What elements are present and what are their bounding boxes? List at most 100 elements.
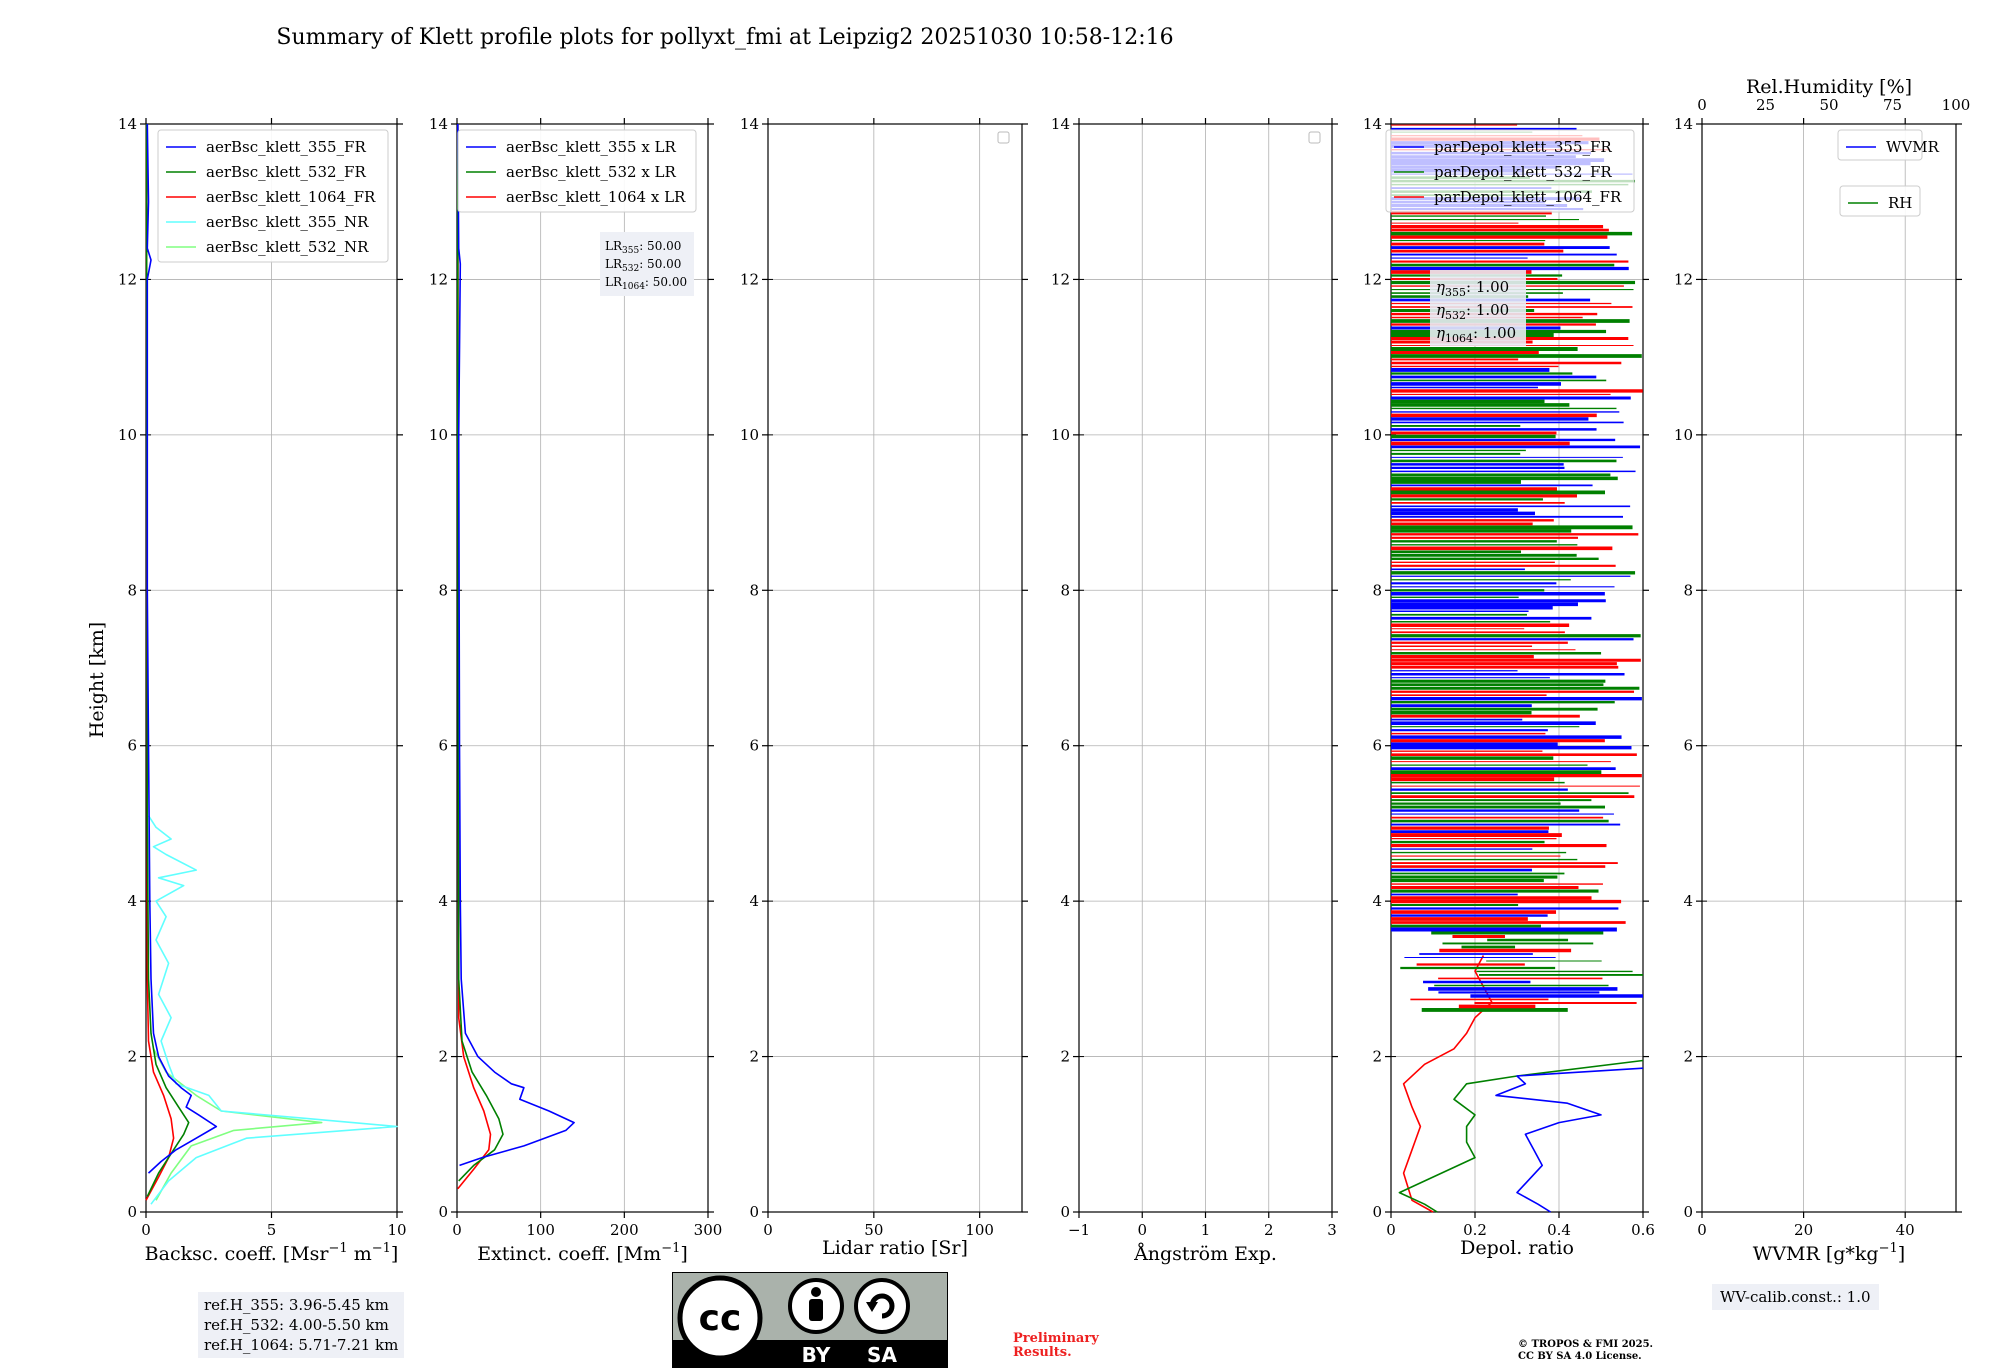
series-aerBsc_klett_1064 x LR (456, 123, 492, 1190)
y-tick-label: 6 (1683, 737, 1693, 755)
lr-info-row: LR1064: 50.00 (605, 275, 687, 292)
x-tick-label: 0.4 (1547, 1221, 1571, 1239)
depol-noise-lines (1391, 124, 1643, 1012)
y-tick-label: 2 (749, 1048, 759, 1066)
y-tick-label: 0 (749, 1203, 759, 1221)
reference-heights-box: ref.H_355: 3.96-5.45 km ref.H_532: 4.00-… (198, 1292, 405, 1358)
legend-label: aerBsc_klett_532_NR (206, 238, 369, 256)
x-tick-label: 20 (1794, 1221, 1813, 1239)
y-tick-label: 4 (438, 892, 448, 910)
copyright-note: © TROPOS & FMI 2025. CC BY SA 4.0 Licens… (1518, 1339, 1653, 1363)
series-aerBsc_klett_532_NR (152, 1048, 323, 1201)
wv-calib-box: WV-calib.const.: 1.0 (1712, 1284, 1879, 1310)
ref-height-532: ref.H_532: 4.00-5.50 km (204, 1316, 389, 1334)
x-tick-label: 0 (452, 1221, 462, 1239)
legend-label: aerBsc_klett_1064_FR (206, 188, 376, 206)
y-tick-label: 8 (1683, 581, 1693, 599)
series-layer (145, 123, 1644, 1213)
lr-info-row: LR355: 50.00 (605, 239, 681, 256)
by-person-body (809, 1299, 823, 1321)
x-tick-label: 0 (1697, 1221, 1707, 1239)
legend-label: WVMR (1886, 138, 1940, 156)
y-tick-label: 8 (749, 581, 759, 599)
x-tick-label: 1 (1201, 1221, 1211, 1239)
lr-info-bg (600, 232, 694, 296)
copyright-line-2: CC BY SA 4.0 License. (1518, 1351, 1642, 1362)
y-tick-label: 8 (1060, 581, 1070, 599)
x-tick-label: 5 (267, 1221, 277, 1239)
x-tick-label: 10 (387, 1221, 406, 1239)
y-tick-label: 2 (438, 1048, 448, 1066)
series-aerBsc_klett_355_FR (146, 123, 218, 1174)
x-tick-label: 2 (1264, 1221, 1274, 1239)
copyright-line-1: © TROPOS & FMI 2025. (1518, 1339, 1654, 1350)
depol-xlabel: Depol. ratio (1460, 1237, 1574, 1259)
rh-top-tick-label: 75 (1883, 96, 1902, 114)
y-tick-label: 14 (1051, 115, 1070, 133)
legend-depol: parDepol_klett_355_FR parDepol_klett_532_… (1385, 129, 1635, 213)
panel-frame (1701, 123, 1957, 1213)
y-tick-label: 10 (1051, 426, 1070, 444)
x-tick-label: 40 (1896, 1221, 1915, 1239)
legend-label: aerBsc_klett_1064 x LR (506, 188, 686, 206)
y-axis-label: Height [km] (86, 622, 108, 738)
y-tick-label: 10 (740, 426, 759, 444)
y-tick-label: 0 (127, 1203, 137, 1221)
legend-rh: RH (1839, 185, 1921, 217)
lr-xlabel: Lidar ratio [Sr] (822, 1237, 968, 1259)
rh-top-tick-label: 25 (1756, 96, 1775, 114)
wv-xlabel: WVMR [g*kg−1] (1753, 1241, 1905, 1265)
ext-xlabel: Extinct. coeff. [Mm−1] (477, 1241, 688, 1265)
legend-extinction: aerBsc_klett_355 x LR aerBsc_klett_532 x … (457, 129, 697, 213)
figure-title: Summary of Klett profile plots for polly… (276, 25, 1173, 50)
series-parDepol_klett_1064_FR (1402, 955, 1493, 1213)
legend-rh-frame (1839, 185, 1921, 217)
panel-backscatter: 0 2 4 6 8 10 12 14 0 5 10 (118, 115, 407, 1239)
panel-lidar_ratio: 0 2 4 6 8 10 12 14 0 50 100 (740, 115, 1028, 1239)
y-tick-label: 8 (438, 581, 448, 599)
ang-empty-legend (1308, 131, 1321, 144)
panel-frame (456, 123, 709, 1213)
series-parDepol_klett_532_FR (1398, 1059, 1644, 1213)
x-tick-label: 0 (1137, 1221, 1147, 1239)
x-tick-label: 0 (763, 1221, 773, 1239)
legend-wvmr: WVMR (1837, 129, 1940, 161)
legend-label: parDepol_klett_355_FR (1434, 138, 1612, 156)
y-tick-label: 12 (1674, 270, 1693, 288)
x-tick-label: 50 (864, 1221, 883, 1239)
y-tick-label: 2 (127, 1048, 137, 1066)
y-tick-label: 2 (1060, 1048, 1070, 1066)
legend-extinction-frame (457, 129, 697, 213)
legend-label: aerBsc_klett_532_FR (206, 163, 366, 181)
panel-wvmr: 0 2 4 6 8 10 12 14 0 20 40 (1674, 115, 1962, 1239)
legend-label: aerBsc_klett_355_FR (206, 138, 366, 156)
y-tick-label: 2 (1372, 1048, 1382, 1066)
legend-label: RH (1888, 194, 1912, 212)
sa-text: SA (867, 1343, 897, 1367)
rh-top-tick-label: 50 (1819, 96, 1838, 114)
by-text: BY (802, 1343, 831, 1367)
bsc-xlabel: Backsc. coeff. [Msr−1 m−1] (145, 1241, 399, 1265)
legend-depol-frame (1385, 129, 1635, 213)
y-tick-label: 4 (749, 892, 759, 910)
y-tick-label: 14 (1674, 115, 1693, 133)
ref-height-355: ref.H_355: 3.96-5.45 km (204, 1296, 389, 1314)
cc-icon-text: cc (699, 1298, 742, 1339)
legend-label: aerBsc_klett_355_NR (206, 213, 369, 231)
x-tick-label: 200 (610, 1221, 639, 1239)
series-aerBsc_klett_355 x LR (457, 123, 575, 1167)
y-tick-label: 4 (127, 892, 137, 910)
rh-top-tick-label: 100 (1942, 96, 1971, 114)
legend-label: aerBsc_klett_532 x LR (506, 163, 677, 181)
eta-info-bg (1430, 270, 1526, 346)
ang-xlabel: Ångström Exp. (1133, 1243, 1277, 1265)
eta-info-row: η532: 1.00 (1436, 301, 1509, 322)
y-tick-label: 4 (1372, 892, 1382, 910)
legend-label: aerBsc_klett_355 x LR (506, 138, 677, 156)
cc-by-sa-badge: cc BY SA (672, 1272, 948, 1368)
legend-label: parDepol_klett_532_FR (1434, 163, 1612, 181)
